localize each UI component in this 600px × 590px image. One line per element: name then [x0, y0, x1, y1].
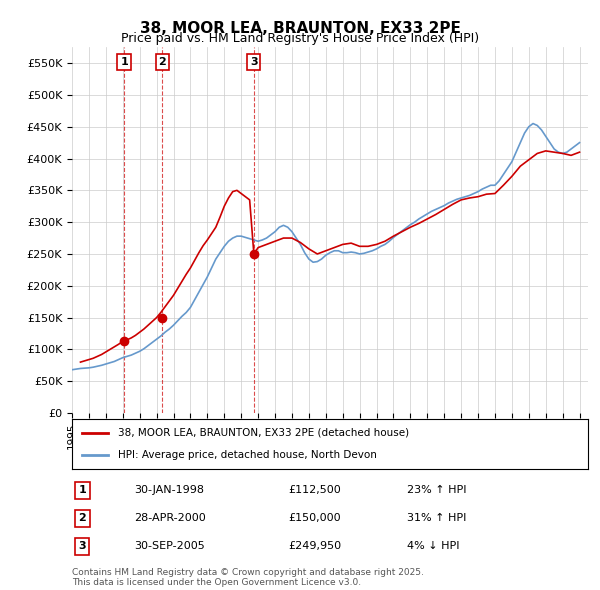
Text: £112,500: £112,500 [289, 485, 341, 495]
Text: 38, MOOR LEA, BRAUNTON, EX33 2PE: 38, MOOR LEA, BRAUNTON, EX33 2PE [140, 21, 460, 35]
Text: 3: 3 [79, 542, 86, 551]
Text: 1: 1 [120, 57, 128, 67]
Text: 28-APR-2000: 28-APR-2000 [134, 513, 206, 523]
Text: 1: 1 [79, 485, 86, 495]
Text: 3: 3 [250, 57, 257, 67]
Text: 30-SEP-2005: 30-SEP-2005 [134, 542, 205, 551]
Text: £249,950: £249,950 [289, 542, 342, 551]
Text: 30-JAN-1998: 30-JAN-1998 [134, 485, 204, 495]
Text: 31% ↑ HPI: 31% ↑ HPI [407, 513, 467, 523]
Text: HPI: Average price, detached house, North Devon: HPI: Average price, detached house, Nort… [118, 450, 377, 460]
Text: 38, MOOR LEA, BRAUNTON, EX33 2PE (detached house): 38, MOOR LEA, BRAUNTON, EX33 2PE (detach… [118, 428, 410, 438]
Text: Price paid vs. HM Land Registry's House Price Index (HPI): Price paid vs. HM Land Registry's House … [121, 32, 479, 45]
Text: 4% ↓ HPI: 4% ↓ HPI [407, 542, 460, 551]
Text: This data is licensed under the Open Government Licence v3.0.: This data is licensed under the Open Gov… [72, 578, 361, 587]
Text: 2: 2 [79, 513, 86, 523]
Text: Contains HM Land Registry data © Crown copyright and database right 2025.: Contains HM Land Registry data © Crown c… [72, 568, 424, 576]
Text: £150,000: £150,000 [289, 513, 341, 523]
Text: 2: 2 [158, 57, 166, 67]
Text: 23% ↑ HPI: 23% ↑ HPI [407, 485, 467, 495]
